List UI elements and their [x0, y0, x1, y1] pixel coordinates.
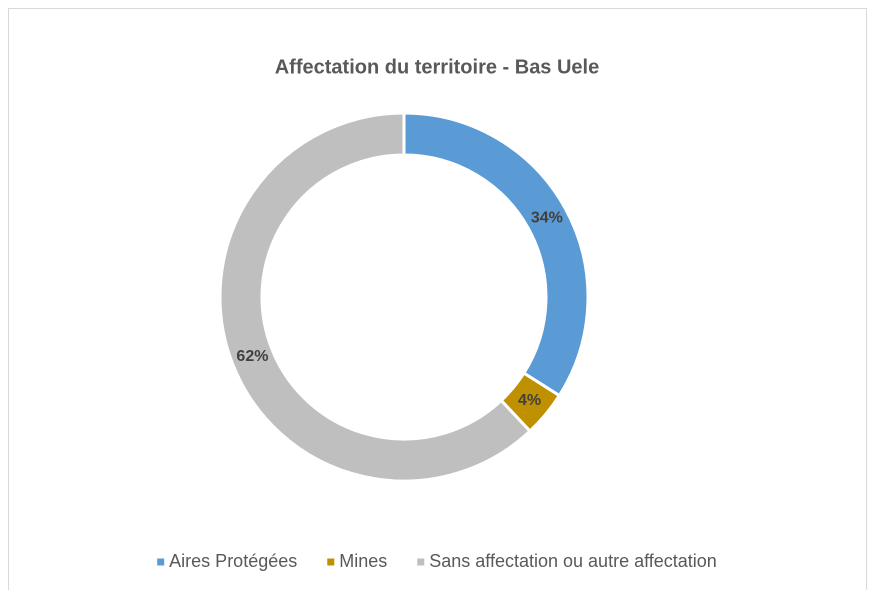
chart-border [8, 8, 867, 590]
legend-label: Mines [339, 551, 387, 571]
legend-swatch [157, 558, 165, 566]
chart-title: Affectation du territoire - Bas Uele [275, 56, 600, 78]
data-label: 4% [518, 392, 541, 409]
donut-slice [218, 111, 533, 483]
legend-label: Sans affectation ou autre affectation [429, 551, 717, 571]
data-label: 34% [531, 210, 563, 227]
legend-label: Aires Protégées [169, 551, 297, 571]
legend-swatch [327, 558, 335, 566]
legend-swatch [417, 558, 425, 566]
data-label: 62% [236, 348, 268, 365]
